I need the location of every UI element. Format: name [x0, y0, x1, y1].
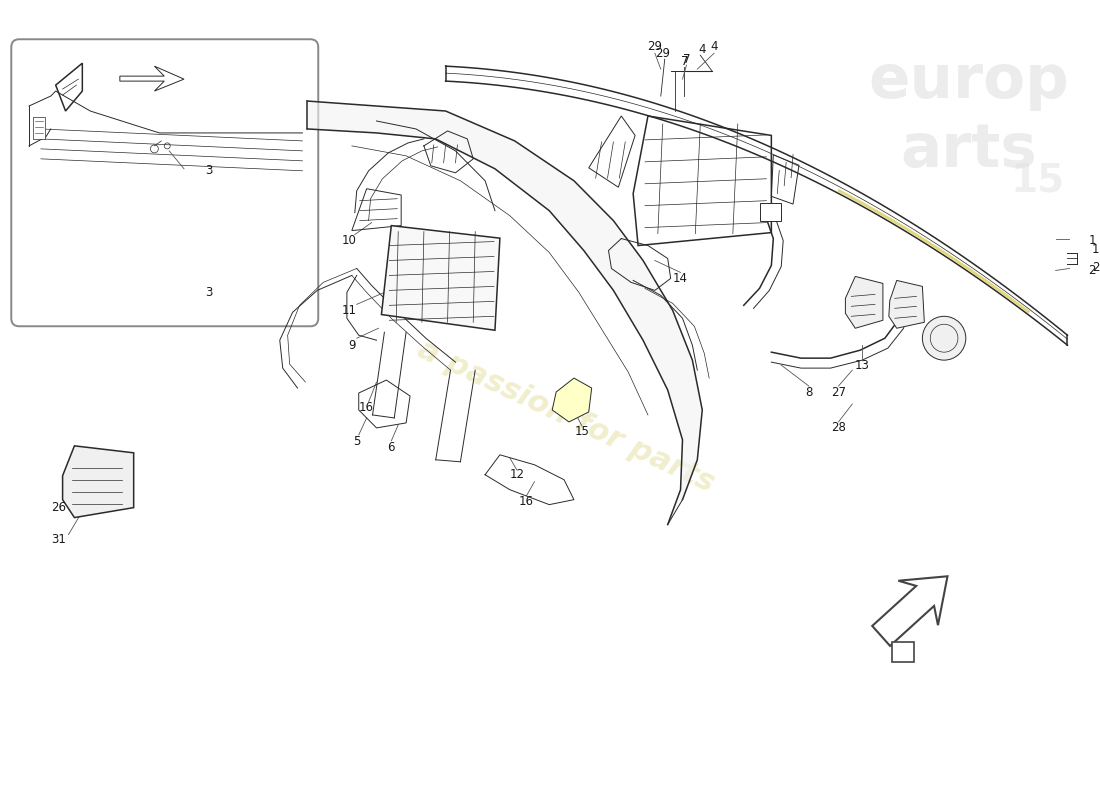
Text: europ: europ	[868, 52, 1069, 110]
Text: 28: 28	[830, 422, 846, 434]
Text: 3: 3	[205, 286, 212, 299]
Text: 10: 10	[341, 234, 356, 247]
Text: 16: 16	[519, 495, 534, 508]
Text: 2: 2	[1088, 264, 1096, 277]
Text: arts: arts	[901, 122, 1037, 180]
Text: 5: 5	[353, 435, 361, 448]
Text: 11: 11	[341, 304, 356, 317]
Text: 4: 4	[711, 40, 718, 53]
Polygon shape	[63, 446, 134, 518]
Text: 16: 16	[359, 402, 374, 414]
Text: 29: 29	[656, 46, 670, 60]
Bar	[892, 642, 913, 662]
Bar	[33, 117, 45, 139]
Text: 26: 26	[51, 501, 66, 514]
Text: 15: 15	[574, 426, 590, 438]
Text: 31: 31	[52, 533, 66, 546]
Text: 4: 4	[698, 42, 706, 56]
FancyBboxPatch shape	[11, 39, 318, 326]
Text: 29: 29	[648, 40, 662, 53]
Text: a passion for parts: a passion for parts	[414, 334, 719, 498]
Text: 6: 6	[387, 442, 395, 454]
Text: 14: 14	[673, 272, 688, 285]
Circle shape	[923, 316, 966, 360]
Text: 1: 1	[1088, 234, 1096, 247]
Text: 27: 27	[830, 386, 846, 398]
Text: 12: 12	[509, 468, 525, 482]
Polygon shape	[307, 101, 702, 525]
Polygon shape	[872, 576, 947, 646]
Text: 1: 1	[1092, 243, 1100, 256]
Polygon shape	[846, 277, 883, 328]
Polygon shape	[382, 226, 499, 330]
Text: 8: 8	[805, 386, 813, 398]
Text: 2: 2	[1092, 261, 1100, 274]
Text: 9: 9	[348, 338, 355, 352]
Text: 7: 7	[683, 53, 690, 66]
Polygon shape	[120, 66, 184, 91]
Polygon shape	[889, 281, 924, 328]
Text: 15: 15	[1011, 162, 1065, 200]
Text: 3: 3	[205, 164, 212, 178]
Polygon shape	[552, 378, 592, 422]
Text: 7: 7	[681, 54, 689, 68]
Text: 13: 13	[855, 358, 870, 372]
Bar	[759, 202, 781, 221]
